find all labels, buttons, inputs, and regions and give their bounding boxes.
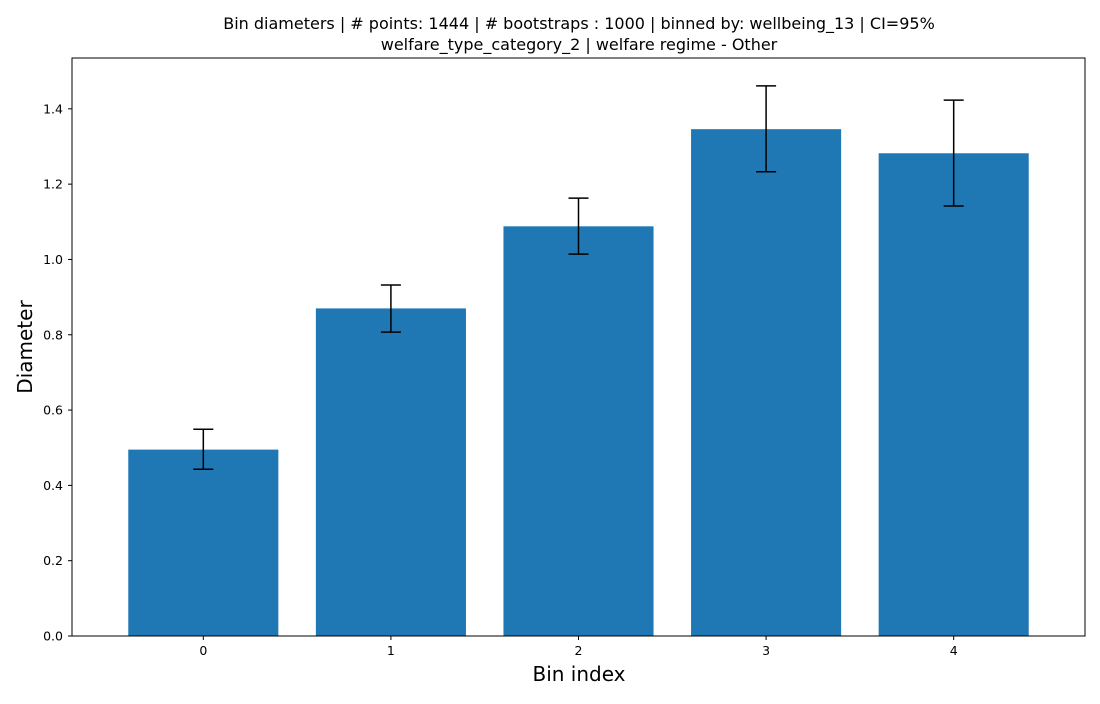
x-tick-label: 4 bbox=[950, 643, 958, 658]
y-tick-label: 0.4 bbox=[43, 478, 63, 493]
y-tick-label: 1.4 bbox=[43, 101, 63, 116]
y-tick-label: 0.6 bbox=[43, 403, 63, 418]
y-axis-label: Diameter bbox=[13, 300, 37, 394]
bar-0 bbox=[128, 449, 279, 636]
error-bars-layer bbox=[193, 85, 964, 470]
x-tick-label: 1 bbox=[387, 643, 395, 658]
error-bar-2 bbox=[568, 197, 589, 255]
bar-2 bbox=[503, 226, 654, 636]
bars-layer bbox=[128, 129, 1029, 636]
y-tick-label: 1.2 bbox=[43, 177, 63, 192]
x-tick-label: 3 bbox=[762, 643, 770, 658]
bar-3 bbox=[691, 129, 842, 636]
error-bar-0 bbox=[193, 428, 214, 470]
plot-frame bbox=[71, 57, 1086, 637]
bar-4 bbox=[878, 153, 1029, 636]
x-tick-label: 2 bbox=[575, 643, 583, 658]
bar-1 bbox=[315, 308, 466, 636]
chart-subtitle: welfare_type_category_2 | welfare regime… bbox=[381, 35, 778, 55]
error-bar-4 bbox=[943, 99, 964, 207]
x-axis-label: Bin index bbox=[532, 662, 625, 686]
chart-title: Bin diameters | # points: 1444 | # boots… bbox=[223, 14, 935, 34]
x-tick-label: 0 bbox=[199, 643, 207, 658]
y-tick-label: 0.8 bbox=[43, 327, 63, 342]
y-tick-label: 1.0 bbox=[43, 252, 63, 267]
error-bar-1 bbox=[380, 284, 401, 333]
y-tick-label: 0.0 bbox=[43, 629, 63, 644]
ticks-layer: 0 1 2 3 4 0.0 0.2 0.4 0.6 0.8 1.0 1.2 1.4 bbox=[43, 101, 958, 658]
error-bar-3 bbox=[756, 85, 777, 173]
y-tick-label: 0.2 bbox=[43, 553, 63, 568]
